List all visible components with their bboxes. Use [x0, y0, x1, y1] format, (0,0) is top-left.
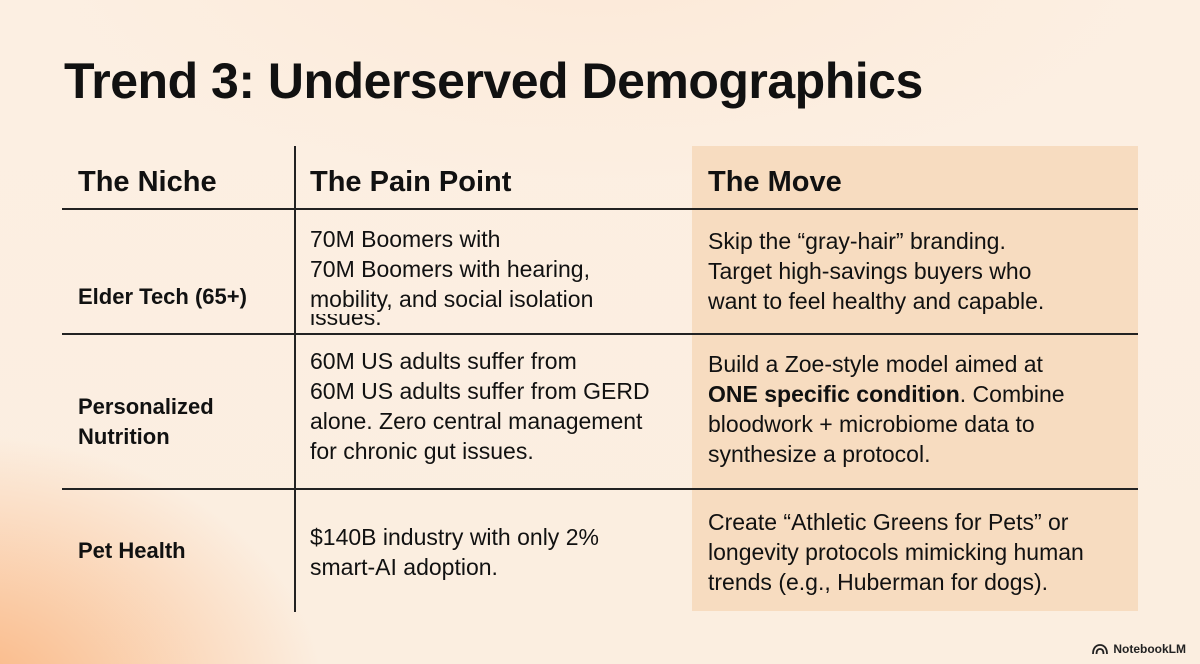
pain-line: 70M Boomers with hearing,: [310, 256, 590, 282]
pain-elder-tech: 70M Boomers with 70M Boomers with hearin…: [310, 224, 593, 344]
move-personalized-nutrition: Build a Zoe-style model aimed at ONE spe…: [708, 349, 1065, 469]
header-niche: The Niche: [78, 166, 217, 198]
move-emphasis: ONE specific condition: [708, 381, 960, 407]
move-pet-health: Create “Athletic Greens for Pets” or lon…: [708, 507, 1084, 597]
move-column-highlight: [692, 146, 1138, 611]
niche-elder-tech: Elder Tech (65+): [78, 282, 247, 312]
move-line: trends (e.g., Huberman for dogs).: [708, 569, 1049, 595]
notebooklm-branding: NotebookLM: [1092, 642, 1186, 656]
niche-label: Elder Tech (65+): [78, 284, 247, 309]
move-line: ONE specific condition. Combine: [708, 379, 1065, 409]
pain-pet-health: $140B industry with only 2% smart-AI ado…: [310, 522, 599, 582]
header-move: The Move: [708, 166, 842, 198]
move-line: bloodwork + microbiome data to: [708, 411, 1035, 437]
pain-line: smart-AI adoption.: [310, 554, 498, 580]
column-divider: [294, 146, 296, 612]
move-line: synthesize a protocol.: [708, 441, 931, 467]
niche-label: Pet Health: [78, 538, 186, 563]
move-line: longevity protocols mimicking human: [708, 539, 1084, 565]
pain-line: 70M Boomers with: [310, 226, 501, 252]
row-divider-2: [62, 488, 1138, 490]
slide-title: Trend 3: Underserved Demographics: [64, 53, 923, 109]
move-text: . Combine: [959, 381, 1065, 407]
pain-line: for chronic gut issues.: [310, 438, 534, 464]
pain-line: alone. Zero central management: [310, 408, 643, 434]
brand-name: NotebookLM: [1113, 642, 1186, 656]
pain-line: 60M US adults suffer from GERD: [310, 378, 650, 404]
move-line: Build a Zoe-style model aimed at: [708, 351, 1043, 377]
move-line: Create “Athletic Greens for Pets” or: [708, 509, 1069, 535]
notebooklm-logo-icon: [1092, 644, 1109, 655]
pain-line: issues.: [310, 314, 382, 330]
niche-personalized-nutrition: Personalized Nutrition: [78, 392, 214, 452]
move-elder-tech: Skip the “gray-hair” branding. Target hi…: [708, 226, 1044, 316]
niche-label: Personalized: [78, 394, 214, 419]
niche-label: Nutrition: [78, 424, 170, 449]
header-divider: [62, 208, 1138, 210]
move-line: want to feel healthy and capable.: [708, 288, 1045, 314]
pain-line-clipped: issues.: [310, 314, 593, 344]
pain-line: 60M US adults suffer from: [310, 348, 577, 374]
header-pain-point: The Pain Point: [310, 166, 512, 198]
move-line: Skip the “gray-hair” branding.: [708, 228, 1006, 254]
move-line: Target high-savings buyers who: [708, 258, 1032, 284]
pain-line: $140B industry with only 2%: [310, 524, 599, 550]
row-divider-1: [62, 333, 1138, 335]
pain-line: mobility, and social isolation: [310, 286, 594, 312]
pain-personalized-nutrition: 60M US adults suffer from 60M US adults …: [310, 346, 650, 466]
niche-pet-health: Pet Health: [78, 536, 186, 566]
